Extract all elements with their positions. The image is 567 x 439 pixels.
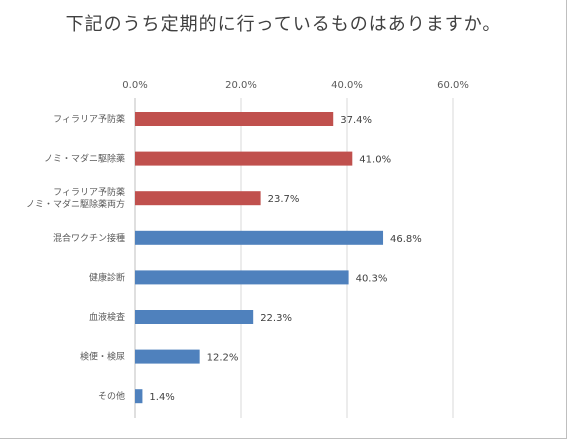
data-label: 1.4% bbox=[149, 392, 174, 403]
category-label: フィラリア予防薬 bbox=[53, 186, 125, 198]
data-label: 22.3% bbox=[260, 313, 292, 324]
bar bbox=[135, 112, 334, 126]
category-label: ノミ・マダニ駆除薬 bbox=[44, 153, 125, 165]
category-label: 血液検査 bbox=[89, 311, 125, 323]
category-label: その他 bbox=[98, 390, 125, 402]
x-tick-label: 20.0% bbox=[225, 80, 257, 91]
bar bbox=[135, 310, 254, 324]
x-tick-label: 40.0% bbox=[331, 80, 363, 91]
data-label: 46.8% bbox=[390, 234, 422, 245]
data-label: 40.3% bbox=[356, 273, 388, 284]
bar bbox=[135, 191, 261, 206]
category-label: 混合ワクチン接種 bbox=[53, 232, 125, 244]
chart-title: 下記のうち定期的に行っているものはありますか。 bbox=[65, 14, 502, 35]
x-tick-label: 60.0% bbox=[437, 80, 469, 91]
bar bbox=[135, 349, 200, 364]
data-label: 37.4% bbox=[340, 115, 372, 126]
bar bbox=[135, 230, 384, 245]
bar bbox=[135, 270, 349, 285]
bar bbox=[135, 389, 143, 404]
category-label: ノミ・マダニ駆除薬両方 bbox=[26, 198, 125, 210]
data-label: 41.0% bbox=[359, 155, 391, 166]
category-label: 検便・検尿 bbox=[80, 351, 125, 363]
category-label: フィラリア予防薬 bbox=[53, 113, 125, 125]
category-label: 健康診断 bbox=[89, 271, 125, 283]
data-label: 12.2% bbox=[207, 353, 239, 364]
data-label: 23.7% bbox=[268, 194, 300, 205]
bar bbox=[135, 151, 353, 166]
x-tick-label: 0.0% bbox=[122, 80, 147, 91]
